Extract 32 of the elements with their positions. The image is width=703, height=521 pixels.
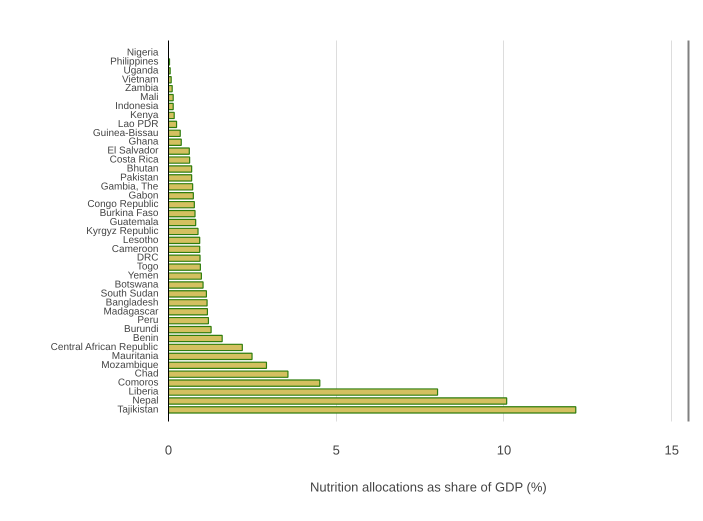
y-tick-label: Pakistan <box>120 172 159 184</box>
y-tick-label: DRC <box>136 252 159 264</box>
y-tick-label: Central African Republic <box>50 342 158 353</box>
x-axis-title: Nutrition allocations as share of GDP (%) <box>310 480 547 494</box>
y-tick-label: Botswana <box>114 279 159 290</box>
y-tick-label: Congo Republic <box>87 199 159 210</box>
x-tick-label: 15 <box>664 442 679 458</box>
y-tick-label: Lao PDR <box>118 118 158 130</box>
y-tick-label: Tajikistan <box>117 404 159 416</box>
x-tick-label: 10 <box>496 442 512 458</box>
y-tick-label: Bhutan <box>126 163 159 174</box>
y-tick-label: South Sudan <box>100 288 158 300</box>
x-tick-label: 5 <box>332 442 340 458</box>
y-tick-label: Kyrgyz Republic <box>86 226 159 237</box>
y-tick-label: Togo <box>136 262 159 273</box>
y-tick-label: Kenya <box>130 110 159 121</box>
y-tick-label: Chad <box>134 368 158 380</box>
y-tick-label: Mozambique <box>101 360 159 371</box>
y-tick-label: Uganda <box>123 65 159 76</box>
y-tick-label: Gambia, The <box>100 181 159 192</box>
y-tick-label: Yemen <box>128 270 159 282</box>
y-tick-label: Mali <box>140 92 159 104</box>
x-tick-label: 0 <box>164 442 172 458</box>
y-tick-label: Indonesia <box>115 101 159 112</box>
y-tick-label: Lesotho <box>122 234 159 246</box>
y-tick-label: Bangladesh <box>106 297 159 308</box>
y-tick-label: Philippines <box>110 56 159 68</box>
y-tick-label: Mauritania <box>112 350 159 362</box>
y-tick-label: Madagascar <box>103 306 160 318</box>
y-tick-label: Cameroon <box>112 244 159 255</box>
y-tick-label: Nigeria <box>126 47 159 58</box>
y-tick-label: Nepal <box>132 395 159 406</box>
